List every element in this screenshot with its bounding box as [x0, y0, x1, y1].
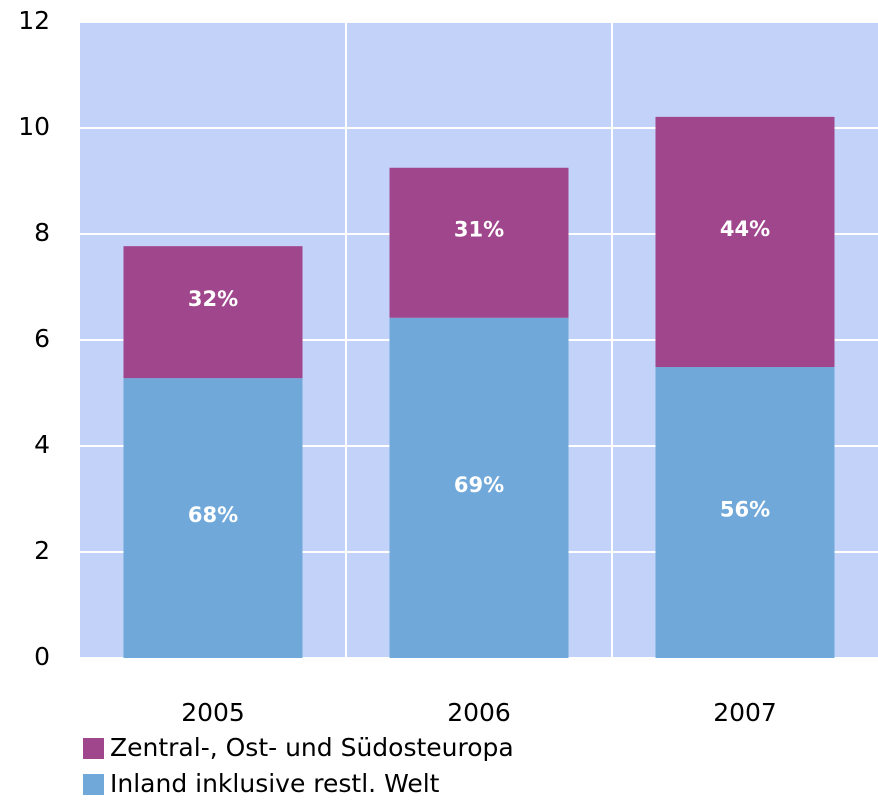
y-tick-label: 10	[18, 112, 50, 141]
y-tick-label: 4	[34, 430, 50, 459]
data-label: 69%	[454, 473, 504, 497]
x-tick-label: 2007	[713, 698, 777, 727]
bar-segment	[389, 317, 569, 658]
legend-swatch	[83, 738, 104, 759]
legend-swatch	[83, 774, 104, 795]
y-tick-label: 8	[34, 218, 50, 247]
legend-label: Inland inklusive restl. Welt	[110, 769, 440, 798]
data-label: 32%	[188, 287, 238, 311]
bar-segment	[123, 378, 303, 658]
data-label: 31%	[454, 218, 504, 242]
bar-segment	[123, 246, 303, 379]
y-tick-label: 2	[34, 536, 50, 565]
data-label: 56%	[720, 498, 770, 522]
bar-segment	[655, 116, 835, 368]
legend-label: Zentral-, Ost- und Südosteuropa	[110, 733, 514, 762]
data-label: 44%	[720, 217, 770, 241]
y-tick-label: 12	[18, 6, 50, 35]
data-label: 68%	[188, 503, 238, 527]
y-tick-label: 6	[34, 324, 50, 353]
bar-segment	[655, 367, 835, 658]
x-tick-label: 2005	[181, 698, 245, 727]
y-tick-label: 0	[34, 642, 50, 671]
bar-segment	[389, 167, 569, 318]
x-tick-label: 2006	[447, 698, 511, 727]
